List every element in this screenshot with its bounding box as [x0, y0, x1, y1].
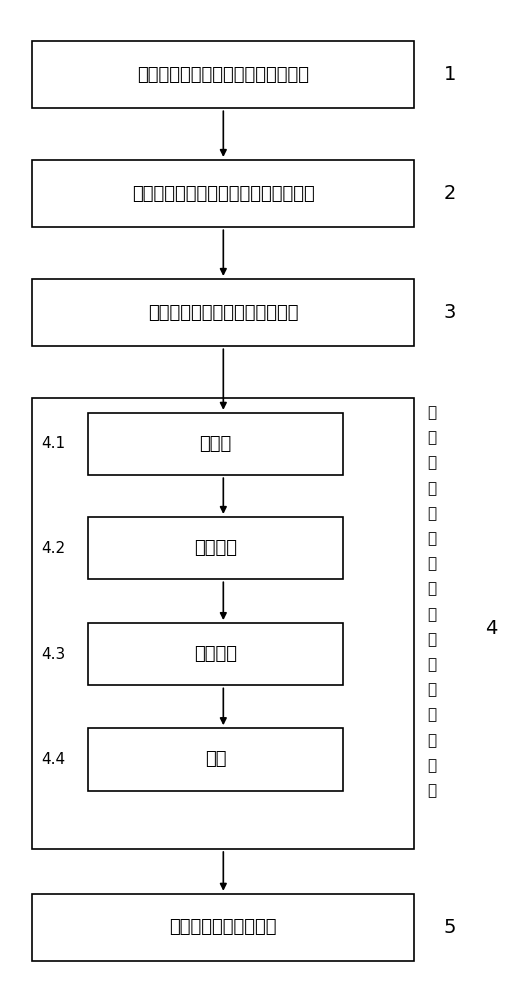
- Text: 4.4: 4.4: [41, 752, 66, 767]
- Text: 限制分布式光伏接纳能力的因素分析: 限制分布式光伏接纳能力的因素分析: [137, 66, 309, 84]
- Text: 4: 4: [485, 619, 497, 638]
- Text: 4.3: 4.3: [41, 647, 66, 662]
- Bar: [88, 728, 343, 791]
- Text: 适: 适: [428, 456, 437, 471]
- Text: 针对光伏配置方案进行时序校验: 针对光伏配置方案进行时序校验: [148, 304, 298, 322]
- Text: 3: 3: [444, 303, 456, 322]
- Bar: [32, 160, 414, 227]
- Bar: [88, 413, 343, 475]
- Text: 构建分布式光伏接纳能力分析优化模型: 构建分布式光伏接纳能力分析优化模型: [132, 185, 315, 203]
- Text: 伏: 伏: [428, 556, 437, 571]
- Text: 2: 2: [444, 184, 456, 203]
- Text: 选: 选: [428, 405, 437, 420]
- Text: 优: 优: [428, 707, 437, 722]
- Text: 的: 的: [428, 682, 437, 697]
- Text: 光伏综合接纳能力分析: 光伏综合接纳能力分析: [169, 918, 277, 936]
- Bar: [32, 41, 414, 108]
- Text: 初始化: 初始化: [199, 435, 232, 453]
- Bar: [32, 894, 414, 961]
- Bar: [32, 398, 414, 849]
- Text: 5: 5: [444, 918, 456, 937]
- Text: 再次选择: 再次选择: [194, 645, 237, 663]
- Text: 接: 接: [428, 582, 437, 597]
- Text: 光: 光: [428, 531, 437, 546]
- Text: 1: 1: [444, 65, 456, 84]
- Text: 能: 能: [428, 632, 437, 647]
- Bar: [88, 517, 343, 579]
- Text: 纳: 纳: [428, 607, 437, 622]
- Text: 取: 取: [428, 430, 437, 445]
- Text: 力: 力: [428, 657, 437, 672]
- Text: 4.2: 4.2: [41, 541, 66, 556]
- Text: 化: 化: [428, 733, 437, 748]
- Text: 搜索更新: 搜索更新: [194, 539, 237, 557]
- Text: 用: 用: [428, 481, 437, 496]
- Text: 算: 算: [428, 758, 437, 773]
- Text: 判断: 判断: [205, 750, 226, 768]
- Text: 4.1: 4.1: [41, 436, 66, 451]
- Bar: [32, 279, 414, 346]
- Bar: [88, 623, 343, 685]
- Text: 于: 于: [428, 506, 437, 521]
- Text: 法: 法: [428, 783, 437, 798]
